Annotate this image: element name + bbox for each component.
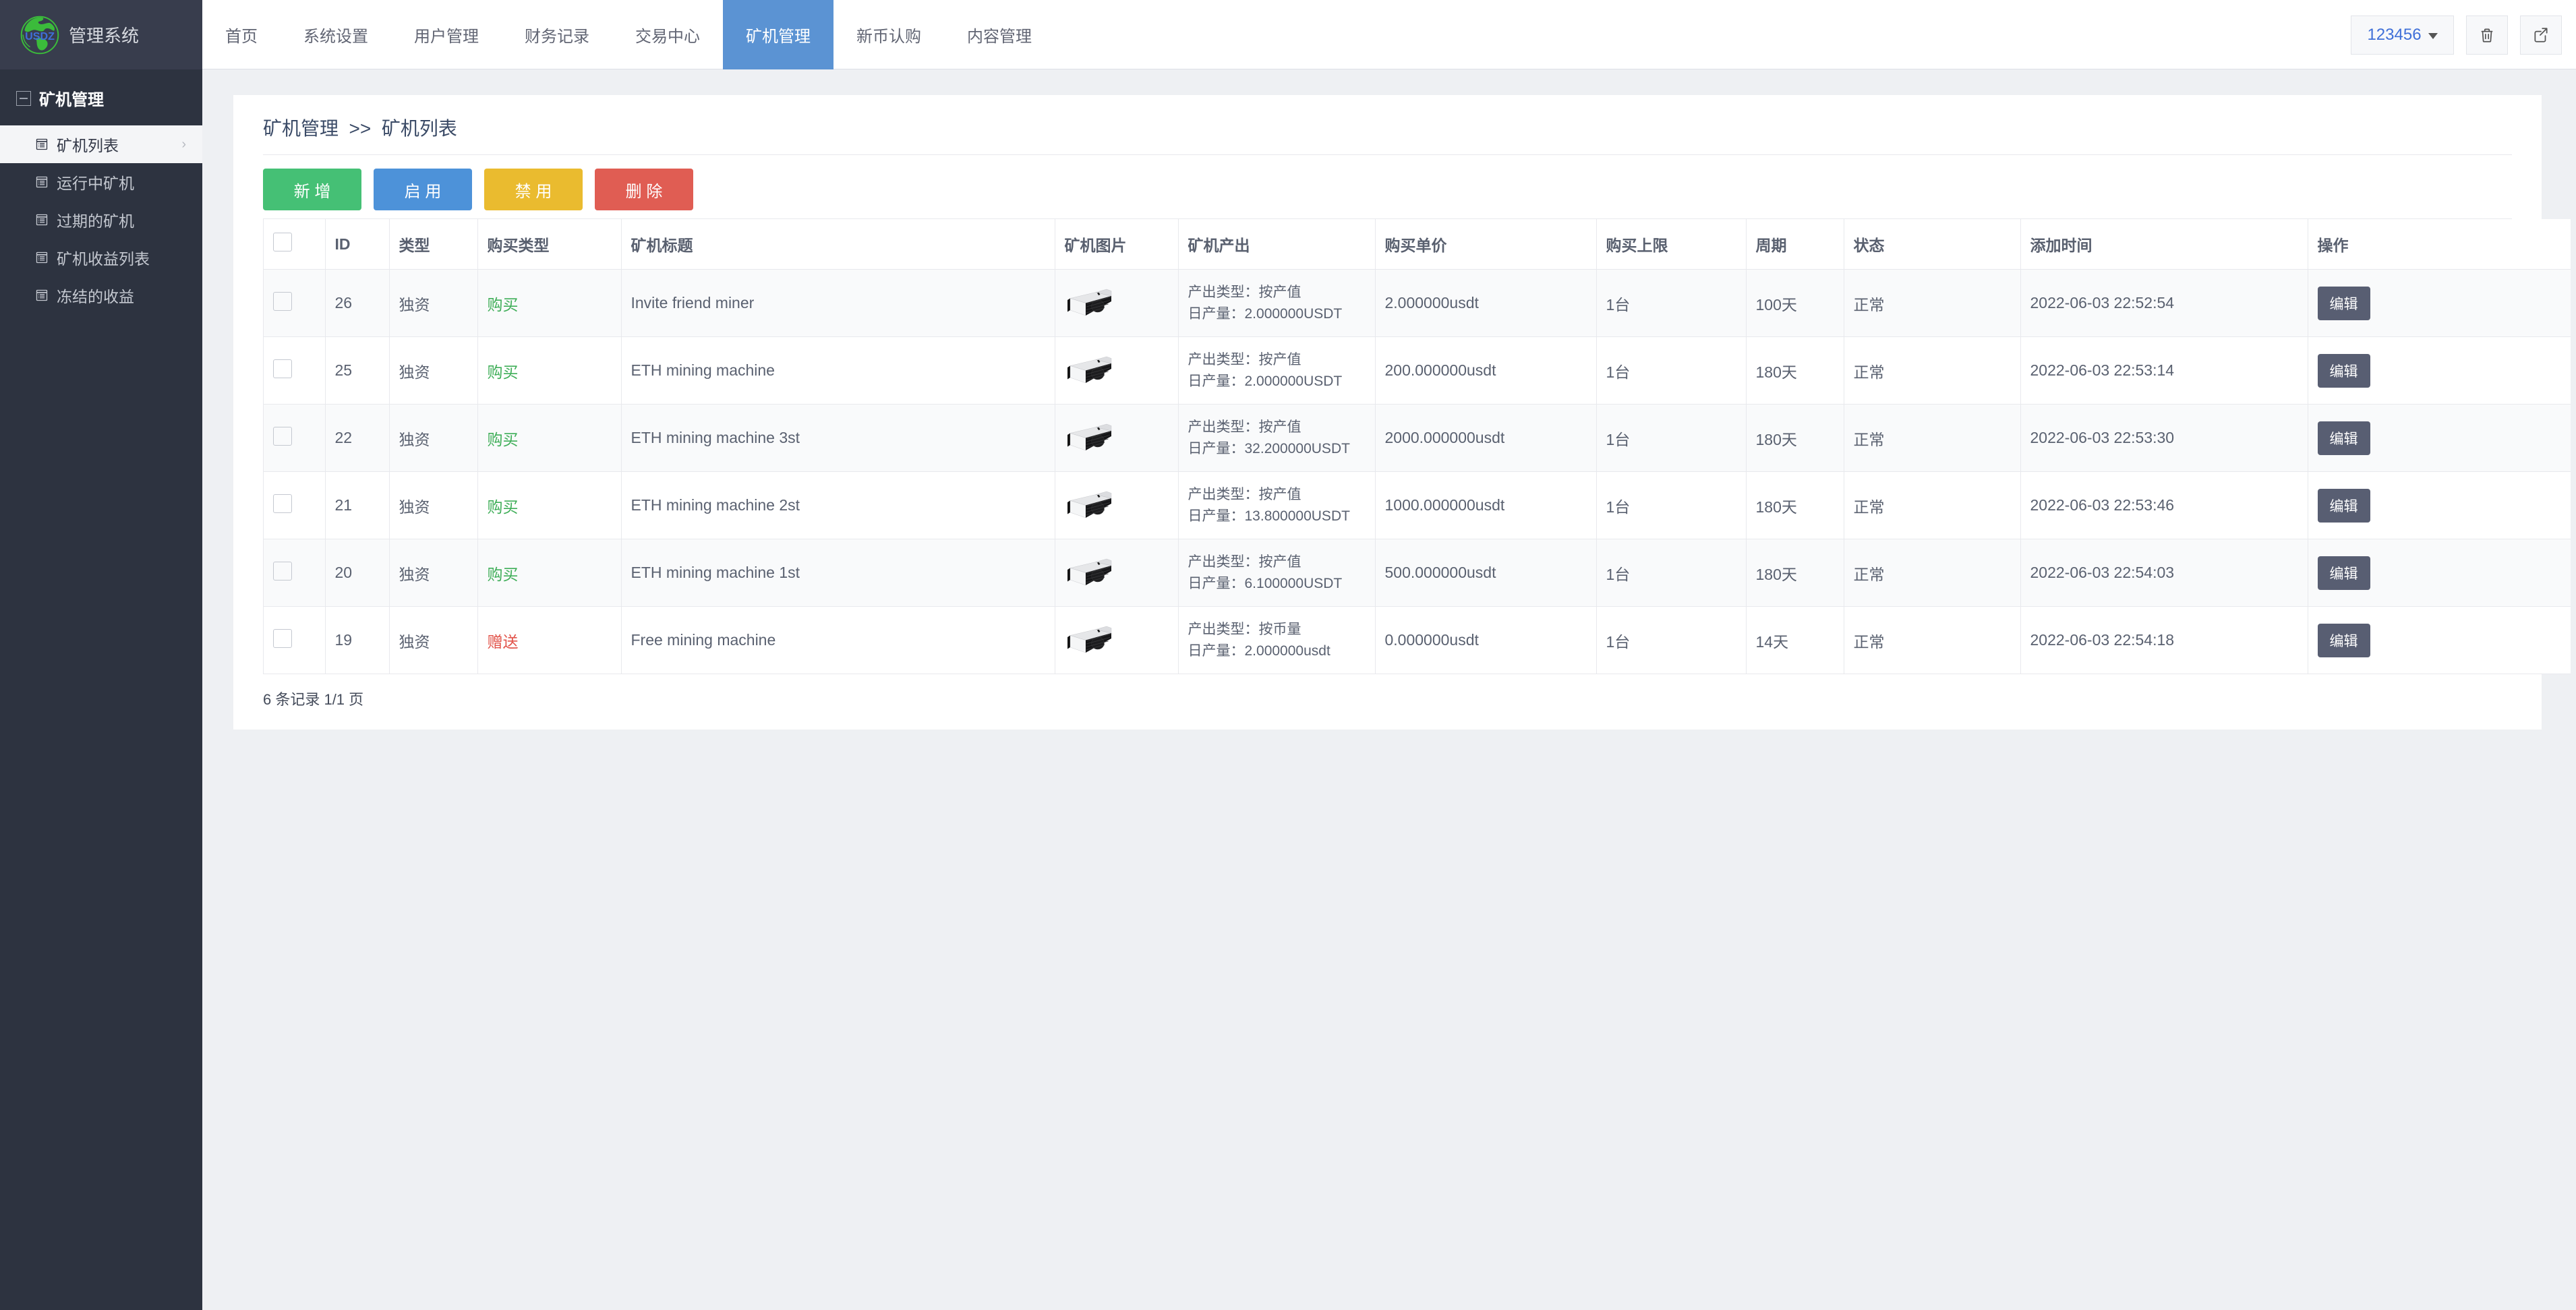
- svg-text:USDZ: USDZ: [25, 30, 55, 42]
